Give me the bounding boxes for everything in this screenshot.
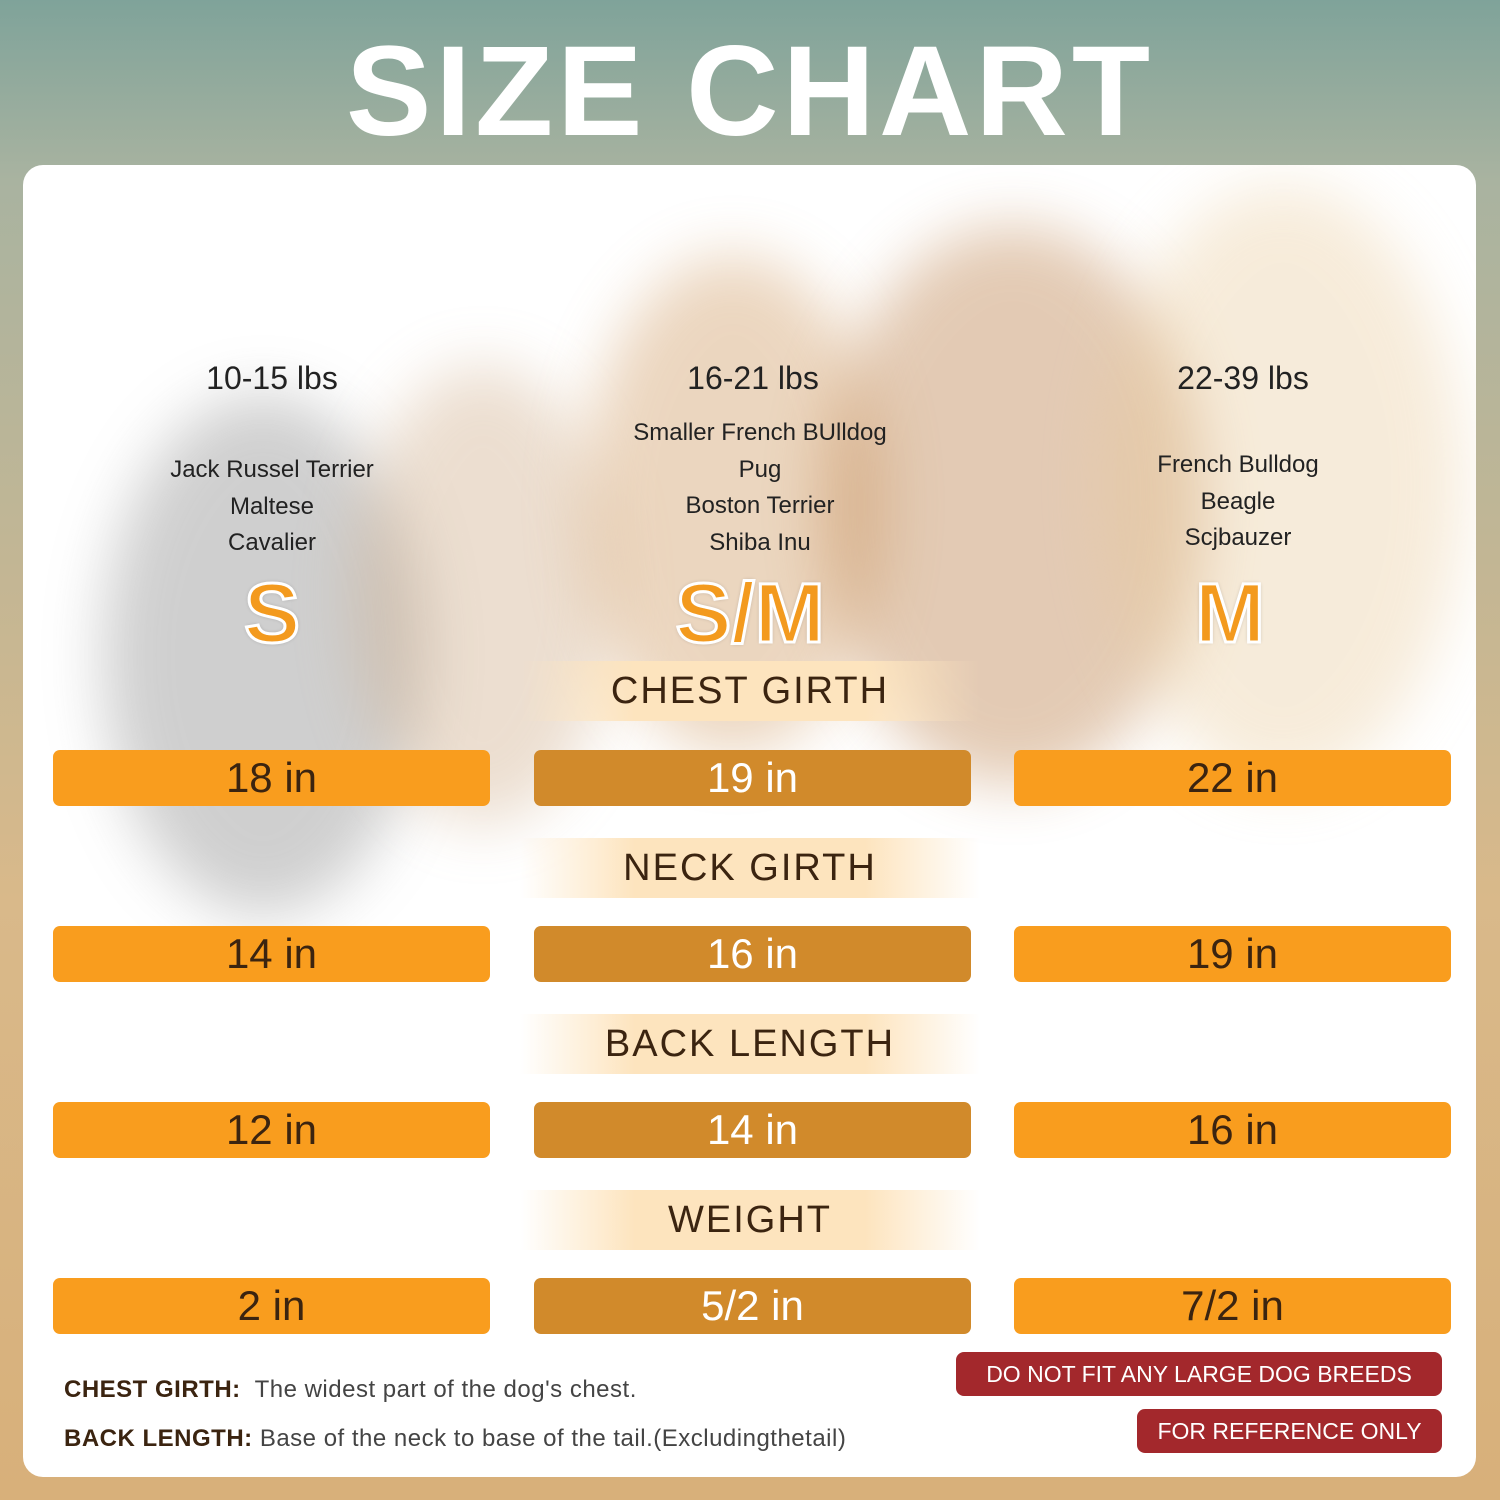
row-label-weight: WEIGHT (520, 1190, 980, 1250)
breed: Scjbauzer (1184, 524, 1292, 551)
dog-image-labrador (1103, 185, 1463, 785)
reference-only-badge: FOR REFERENCE ONLY (1137, 1409, 1442, 1453)
breed: French Bulldog (1157, 451, 1319, 478)
dog-image-terrier (353, 365, 613, 825)
size-m: M (1194, 565, 1267, 662)
weight-s: 10-15 lbs (206, 360, 338, 396)
breeds-m: French Bulldog Beagle Scjbauzer (1008, 447, 1468, 557)
dog-image-small (103, 395, 423, 915)
back-length-m: 16 in (1014, 1102, 1451, 1158)
breed: Shiba Inu (709, 528, 811, 556)
neck-girth-m: 19 in (1014, 926, 1451, 982)
weight-value-sm: 5/2 in (534, 1278, 971, 1334)
breed: Jack Russel Terrier (170, 456, 374, 483)
weight-sm: 16-21 lbs (687, 360, 819, 396)
size-sm: S/M (674, 565, 826, 662)
note-text: Base of the neck to base of the tail.(Ex… (259, 1425, 847, 1452)
size-s: S (242, 565, 301, 662)
chest-girth-sm: 19 in (534, 750, 971, 806)
breed: Maltese (229, 492, 315, 520)
page-title: SIZE CHART (346, 20, 1154, 163)
breed: Beagle (1200, 487, 1276, 515)
back-length-sm: 14 in (534, 1102, 971, 1158)
size-chart-card: 10-15 lbs 16-21 lbs 22-39 lbs Jack Russe… (23, 165, 1476, 1477)
note-term: CHEST GIRTH: (64, 1376, 241, 1403)
note-term: BACK LENGTH: (64, 1425, 253, 1452)
weight-value-s: 2 in (53, 1278, 490, 1334)
note-text: The widest part of the dog's chest. (254, 1376, 637, 1403)
large-breed-warning-badge: DO NOT FIT ANY LARGE DOG BREEDS (956, 1352, 1442, 1396)
weight-m: 22-39 lbs (1177, 360, 1309, 396)
note-chest-girth: CHEST GIRTH: The widest part of the dog'… (64, 1376, 637, 1404)
row-label-back-length: BACK LENGTH (520, 1014, 980, 1074)
breed: Cavalier (227, 529, 317, 556)
note-back-length: BACK LENGTH: Base of the neck to base of… (64, 1425, 846, 1453)
breeds-sm: Smaller French BUlldog Pug Boston Terrie… (530, 415, 990, 561)
breed: Boston Terrier (685, 492, 835, 519)
chest-girth-m: 22 in (1014, 750, 1451, 806)
neck-girth-s: 14 in (53, 926, 490, 982)
row-label-chest-girth: CHEST GIRTH (520, 661, 980, 721)
back-length-s: 12 in (53, 1102, 490, 1158)
breed: Pug (738, 455, 782, 483)
weight-value-m: 7/2 in (1014, 1278, 1451, 1334)
breeds-s: Jack Russel Terrier Maltese Cavalier (42, 452, 502, 562)
chest-girth-s: 18 in (53, 750, 490, 806)
row-label-neck-girth: NECK GIRTH (520, 838, 980, 898)
breed: Smaller French BUlldog (633, 419, 887, 446)
neck-girth-sm: 16 in (534, 926, 971, 982)
